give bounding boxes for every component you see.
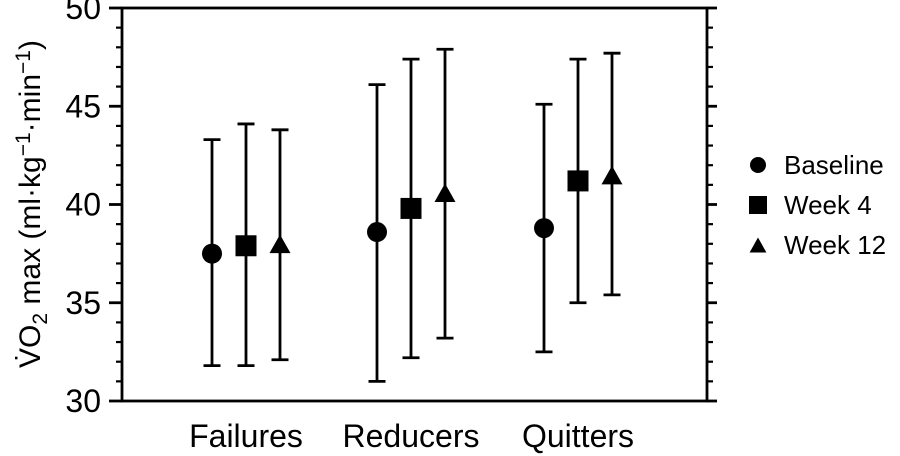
x-category-label-reducers: Reducers — [343, 418, 480, 454]
y-axis-title: V̇O2 max (ml·kg−1·min−1) — [12, 40, 52, 368]
marker-week-4-failures — [235, 235, 257, 257]
y-tick-label-30: 30 — [65, 383, 101, 419]
y-axis-title-part: ) — [14, 40, 47, 50]
marker-week-12-quitters — [601, 165, 623, 185]
marker-week-12-failures — [269, 234, 291, 254]
x-category-label-quitters: Quitters — [522, 418, 634, 454]
y-tick-label-50: 50 — [65, 0, 101, 26]
marker-week-12-reducers — [434, 183, 456, 203]
marker-baseline-reducers — [367, 222, 387, 243]
y-tick-label-45: 45 — [65, 88, 101, 124]
y-tick-label-40: 40 — [65, 187, 101, 223]
marker-baseline-quitters — [534, 218, 554, 239]
legend-label-baseline: Baseline — [784, 150, 884, 180]
legend-marker-week-4 — [749, 196, 767, 214]
y-axis-title-part: 2 — [29, 313, 52, 325]
y-axis-title-part: −1 — [12, 132, 35, 156]
legend-marker-baseline — [750, 157, 766, 173]
marker-week-4-reducers — [400, 197, 422, 219]
y-axis-title-part: V̇O — [14, 325, 47, 368]
marker-week-4-quitters — [567, 170, 589, 192]
legend-label-week-4: Week 4 — [784, 190, 872, 220]
marker-baseline-failures — [202, 243, 222, 264]
legend-marker-week-12 — [749, 237, 767, 253]
y-tick-label-35: 35 — [65, 285, 101, 321]
x-category-label-failures: Failures — [189, 418, 303, 454]
y-axis-title-part: ·min — [14, 74, 47, 132]
y-axis-title-part: max (ml·kg — [14, 156, 47, 313]
y-axis-title-part: −1 — [12, 50, 35, 74]
legend-label-week-12: Week 12 — [784, 230, 886, 260]
